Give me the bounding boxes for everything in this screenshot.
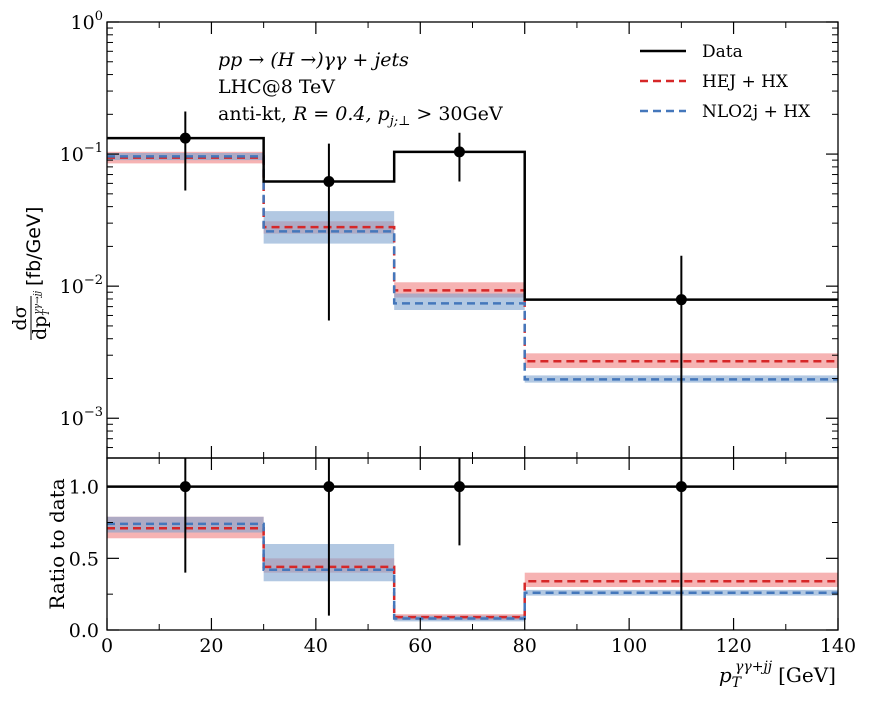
top-y-tick-label-3: 100	[71, 9, 103, 34]
top-y-tick-exponent-2: −1	[84, 141, 103, 156]
ratio-line-hej	[107, 526, 838, 619]
top-line-nlo	[107, 155, 838, 381]
annotation-cuts-suffix: > 30GeV	[416, 103, 503, 125]
top-y-axis-label: dσ dpTγγ→jj [fb/GeV]	[9, 207, 52, 340]
ylabel-numerator: dσ	[9, 305, 31, 330]
x-tick-label-0: 0	[101, 635, 113, 657]
legend-data-label: Data	[702, 42, 743, 62]
annotation-cuts: anti-kt, R = 0.4, pj;⊥ > 30GeV	[218, 103, 503, 129]
ratio-panel-frame	[106, 457, 839, 631]
annotation-cuts-prefix: anti-kt,	[218, 103, 287, 125]
x-tick-label-6: 120	[715, 635, 751, 657]
top-y-tick-mantissa-0: 10	[60, 408, 84, 430]
ylabel-unit: [fb/GeV]	[23, 207, 45, 286]
ratio-data-point-0	[179, 481, 191, 493]
ratio-uncertainty-bands	[107, 516, 838, 622]
ratio-y-tick-label-0: 0.0	[69, 620, 99, 642]
annotation-cuts-p-sub: j;⊥	[387, 114, 411, 129]
top-y-tick-exponent-3: 0	[95, 9, 103, 24]
ylabel-den-sub: T	[42, 309, 52, 316]
x-tick-label-3: 60	[408, 635, 432, 657]
top-band-nlo-2	[394, 293, 525, 310]
top-y-tick-mantissa-1: 10	[60, 276, 84, 298]
xlabel-sub: T	[732, 675, 743, 691]
ylabel-denominator: dpTγγ→jj	[29, 291, 52, 340]
top-line-hej	[107, 156, 838, 363]
x-tick-label-5: 100	[611, 635, 647, 657]
x-tick-label-2: 40	[304, 635, 328, 657]
ratio-axis-ticks: 0 20 40 60 80 100 120 140 0.0 0.5 1.0	[69, 458, 856, 657]
top-y-tick-exponent-0: −3	[84, 405, 103, 420]
top-data-points	[179, 111, 687, 458]
ylabel-den-text: dp	[29, 316, 51, 340]
top-y-tick-mantissa-2: 10	[60, 144, 84, 166]
ratio-data-points	[179, 458, 687, 630]
ratio-data-point-3	[675, 481, 687, 493]
top-series-lines	[107, 136, 838, 381]
ratio-series-lines	[107, 485, 838, 620]
annotation-cuts-p: p	[378, 103, 390, 125]
top-uncertainty-bands	[107, 151, 838, 383]
top-data-point-3	[675, 294, 687, 306]
annotation-energy: LHC@8 TeV	[218, 76, 335, 98]
xlabel-unit: [GeV]	[778, 663, 836, 687]
legend: Data HEJ + HX NLO2j + HX	[640, 42, 811, 122]
ratio-data-point-1	[323, 481, 335, 493]
x-tick-label-1: 20	[199, 635, 223, 657]
top-y-tick-exponent-1: −2	[84, 273, 103, 288]
ratio-panel: 0 20 40 60 80 100 120 140 0.0 0.5 1.0	[69, 457, 856, 657]
x-tick-label-4: 80	[513, 635, 537, 657]
top-y-tick-label-1: 10−2	[60, 273, 103, 298]
annotation-process: pp → (H →)γγ + jets	[218, 49, 409, 71]
xlabel-main: p	[719, 663, 732, 687]
top-y-tick-label-2: 10−1	[60, 141, 103, 166]
ylabel-den-sup: γγ→jj	[33, 291, 43, 315]
top-data-point-1	[323, 176, 335, 188]
legend-nlo-label: NLO2j + HX	[702, 102, 811, 122]
ratio-y-tick-label-1: 0.5	[69, 548, 99, 570]
ratio-data-point-2	[453, 481, 465, 493]
top-data-point-2	[453, 146, 465, 158]
ratio-y-tick-label-2: 1.0	[69, 477, 99, 499]
annotation-cuts-r: R = 0.4,	[292, 103, 372, 125]
ratio-y-axis-label: Ratio to data	[45, 478, 69, 609]
top-y-tick-mantissa-3: 10	[71, 12, 95, 34]
legend-hej-label: HEJ + HX	[702, 72, 789, 92]
ratio-line-nlo	[107, 522, 838, 620]
top-data-histogram	[107, 136, 838, 301]
plot-annotation: pp → (H →)γγ + jets LHC@8 TeV anti-kt, R…	[218, 49, 503, 129]
x-tick-label-7: 140	[820, 635, 856, 657]
x-axis-label: pTγγ+jj [GeV]	[719, 659, 836, 691]
top-data-point-0	[179, 132, 191, 144]
xlabel-sup: γγ+jj	[735, 659, 773, 675]
top-y-tick-label-0: 10−3	[60, 405, 103, 430]
